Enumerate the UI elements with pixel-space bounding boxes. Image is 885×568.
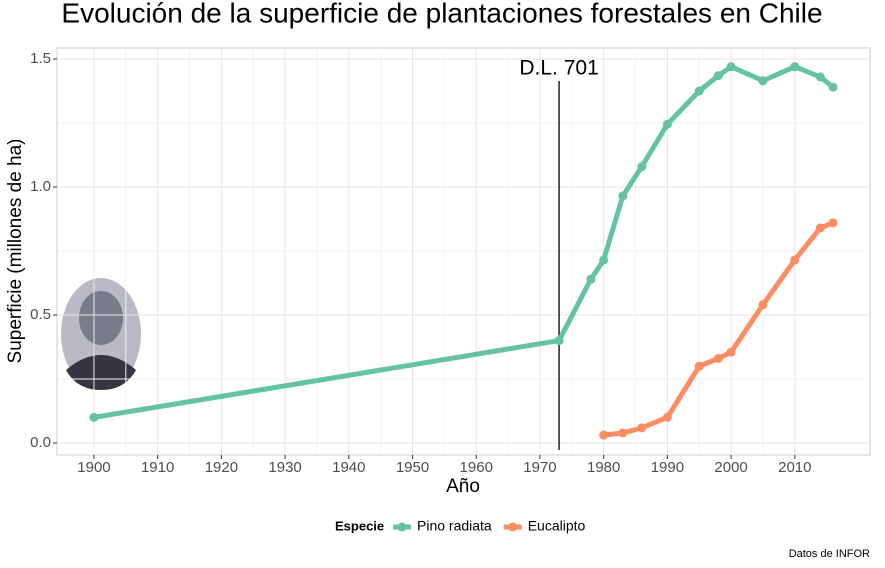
point <box>694 361 704 371</box>
point <box>586 274 596 284</box>
y-axis-label: Superficie (millones de ha) <box>5 139 26 364</box>
x-tick-label: 1900 <box>77 459 110 476</box>
point <box>662 412 672 422</box>
point <box>758 300 768 310</box>
legend-label: Eucalipto <box>528 518 586 534</box>
point <box>790 255 800 265</box>
point <box>618 191 628 201</box>
legend-swatch-point <box>397 522 407 532</box>
point <box>758 76 768 86</box>
plot-border <box>56 47 871 456</box>
point <box>713 71 723 81</box>
series-line <box>603 220 834 438</box>
y-tick-label: 1.0 <box>30 178 51 195</box>
point <box>828 218 838 228</box>
series-line <box>93 64 835 420</box>
point <box>554 336 564 346</box>
point <box>89 412 99 422</box>
point <box>713 353 723 363</box>
point <box>828 82 838 92</box>
chart-title: Evolución de la superficie de plantacion… <box>61 0 822 28</box>
x-tick-label: 1960 <box>460 459 493 476</box>
x-tick-label: 1940 <box>332 459 365 476</box>
point <box>790 62 800 72</box>
point <box>599 255 609 265</box>
point <box>662 119 672 129</box>
y-tick-label: 1.5 <box>30 50 51 67</box>
x-tick-label: 2010 <box>778 459 811 476</box>
x-tick-label: 2000 <box>714 459 747 476</box>
point <box>618 428 628 438</box>
point <box>726 62 736 72</box>
y-tick-label: 0.0 <box>30 434 51 451</box>
x-axis-label: Año <box>446 476 480 497</box>
legend-swatch-point <box>508 522 518 532</box>
point <box>599 430 609 440</box>
x-tick-label: 1950 <box>396 459 429 476</box>
legend-title: Especie <box>335 518 384 533</box>
caption: Datos de INFOR <box>789 548 870 560</box>
x-tick-label: 1970 <box>523 459 556 476</box>
x-tick-label: 1980 <box>587 459 620 476</box>
y-tick-label: 0.5 <box>30 306 51 323</box>
legend-label: Pino radiata <box>417 518 492 534</box>
x-tick-label: 1920 <box>205 459 238 476</box>
annotation-label: D.L. 701 <box>519 57 598 80</box>
point <box>637 162 647 172</box>
point <box>694 86 704 96</box>
point <box>637 423 647 433</box>
point <box>815 72 825 82</box>
portrait <box>61 278 141 390</box>
point <box>815 223 825 233</box>
x-tick-label: 1910 <box>141 459 174 476</box>
x-tick-label: 1930 <box>268 459 301 476</box>
point <box>726 347 736 357</box>
x-tick-label: 1990 <box>651 459 684 476</box>
